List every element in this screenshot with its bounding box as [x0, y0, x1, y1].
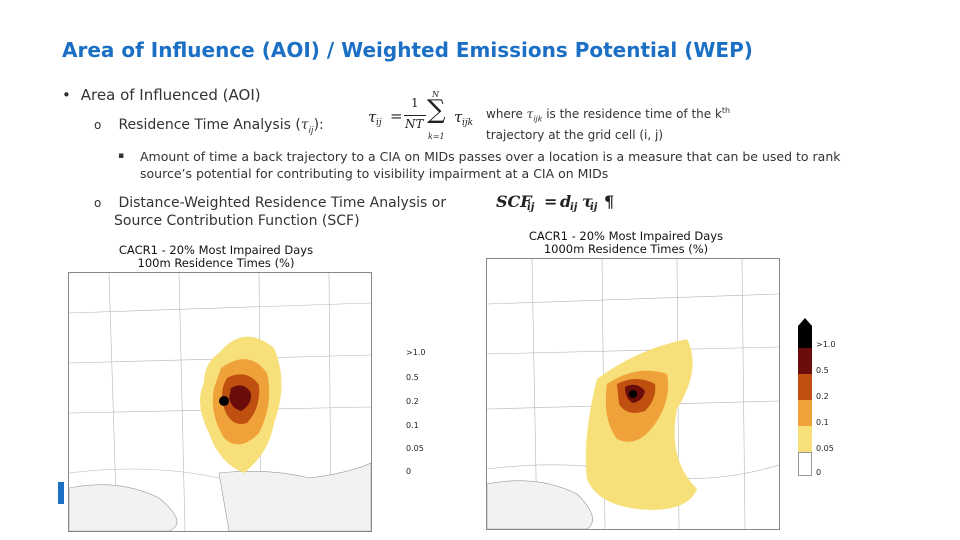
tau-sub: ij	[308, 125, 314, 136]
map2-legend-label: 0.1	[816, 418, 829, 427]
formula-eq: =	[390, 107, 403, 125]
sub-residence-text: Residence Time Analysis (	[118, 117, 301, 133]
map2-legend-label: 0.5	[816, 366, 829, 375]
scf-eq: =	[544, 192, 558, 211]
map1-legend-label: 0.5	[406, 373, 419, 382]
where-sup: th	[721, 106, 731, 115]
where-explanation: where τijk is the residence time of the …	[486, 102, 730, 144]
tau-symbol: τ	[300, 117, 309, 133]
formula-sum-top: N	[432, 90, 439, 99]
map2-title-line2: 1000m Residence Times (%)	[543, 242, 709, 256]
sub-scf-line2: Source Contribution Function (SCF)	[114, 213, 360, 229]
formula-frac-num: 1	[411, 96, 419, 110]
where-line2: trajectory at the grid cell (i, j)	[486, 128, 664, 143]
formula-lhs: τ	[368, 108, 377, 126]
map1-title: CACR1 - 20% Most Impaired Days 100m Resi…	[96, 244, 336, 270]
fraction-bar	[404, 115, 426, 116]
where-sub: ijk	[533, 114, 543, 124]
formula-frac-den: NT	[405, 117, 424, 131]
sum-symbol: ∑	[427, 95, 446, 125]
bullet-aoi: • Area of Influenced (AOI)	[62, 86, 261, 104]
residence-time-formula: τ ij = 1 NT N ∑ k=1 τ ijk	[368, 88, 480, 152]
scf-t-sub: ij	[590, 202, 598, 213]
scf-d-sub: ij	[570, 202, 578, 213]
scf-lhs: SCF	[496, 192, 532, 211]
map1-legend-label: >1.0	[406, 348, 426, 357]
map1-legend-label: 0.2	[406, 397, 419, 406]
map1-svg	[68, 272, 401, 532]
map2-legend-label: 0	[816, 468, 822, 477]
map1-title-line2: 100m Residence Times (%)	[137, 256, 295, 270]
map2-legend-label: 0.2	[816, 392, 829, 401]
sub-marker: o	[94, 118, 102, 132]
map1-title-line1: CACR1 - 20% Most Impaired Days	[118, 243, 314, 257]
scf-formula: SCF ij = d ij τ ij ¶	[496, 190, 626, 218]
sub-residence-close: ):	[313, 117, 324, 133]
bullet-marker: •	[62, 86, 71, 104]
sub-marker: o	[94, 196, 102, 210]
where-pre: where	[486, 107, 527, 121]
map1-legend-label: 0.1	[406, 421, 419, 430]
sub-scf-line1: Distance-Weighted Residence Time Analysi…	[118, 195, 447, 211]
map2-title-line1: CACR1 - 20% Most Impaired Days	[528, 229, 724, 243]
note-marker: ▪	[118, 151, 125, 161]
where-post: is the residence time of the k	[542, 107, 722, 121]
map1-legend-label: 0.05	[406, 444, 424, 453]
map2-title: CACR1 - 20% Most Impaired Days 1000m Res…	[506, 230, 746, 256]
scf-pilcrow: ¶	[604, 192, 615, 211]
map2-colorbar-bar	[798, 318, 812, 478]
map2-legend-label: 0.05	[816, 444, 834, 453]
sub-scf: o Distance-Weighted Residence Time Analy…	[94, 194, 446, 230]
formula-term: τ	[454, 108, 463, 126]
map1-image	[68, 272, 401, 532]
map2-legend-label: >1.0	[816, 340, 836, 349]
sub-residence-time: o Residence Time Analysis (τij):	[94, 117, 324, 136]
bullet-aoi-text: Area of Influenced (AOI)	[80, 86, 261, 104]
map1-legend-label: 0	[406, 467, 412, 476]
formula-term-sub: ijk	[462, 118, 474, 128]
where-symbol: τ	[526, 107, 534, 121]
scf-t: τ	[582, 192, 593, 211]
map2-svg	[486, 258, 811, 530]
scf-d: d	[560, 192, 572, 211]
formula-lhs-sub: ij	[376, 118, 382, 128]
accent-mark	[58, 482, 64, 504]
map2-image	[486, 258, 811, 530]
slide-title: Area of Influence (AOI) / Weighted Emiss…	[62, 38, 753, 62]
formula-sum-bottom: k=1	[428, 132, 445, 141]
scf-lhs-sub: ij	[527, 202, 535, 213]
note-line1: Amount of time a back trajectory to a CI…	[140, 149, 841, 164]
note-line2: source’s potential for contributing to v…	[140, 166, 609, 181]
